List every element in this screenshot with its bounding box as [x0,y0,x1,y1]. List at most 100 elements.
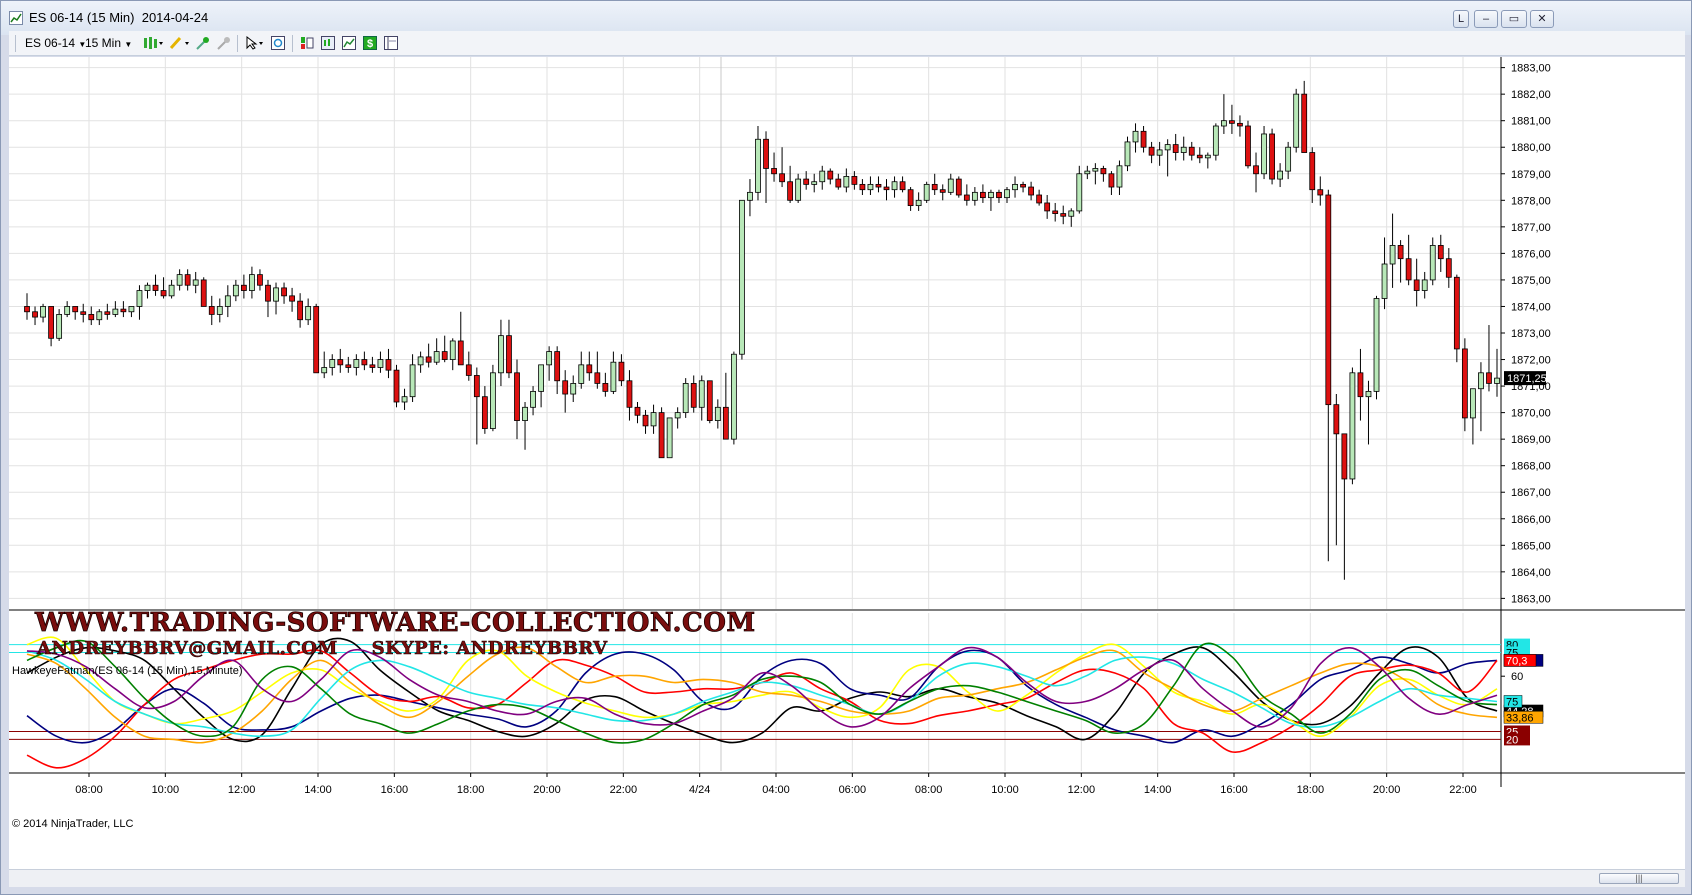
time-tick-label: 06:00 [839,784,867,796]
candle-up [1285,146,1292,172]
candle-up [1389,245,1396,265]
candle-down [1461,348,1468,419]
series-end-badge [1503,695,1523,708]
candle-up [1293,93,1300,148]
close-button[interactable]: ✕ [1530,10,1554,28]
candle-down [618,361,625,382]
candle-down [722,406,729,440]
candle-down [48,306,54,339]
horizontal-scrollbar[interactable]: ||| [9,869,1685,887]
strategy-icon[interactable] [216,35,232,51]
candle-down [481,396,488,429]
candle-down [1269,133,1275,180]
indicator-series-line [26,639,1498,744]
candle-down [465,364,472,376]
time-tick-label: 18:00 [457,784,485,796]
chart-canvas[interactable]: 1883,00 1882,00 1881,00 1880,00 1879,00 1878,… [9,57,1685,869]
instrument-selector[interactable]: ES 06-14 ▼ [25,34,86,52]
price-axis[interactable]: 1883,00 1882,00 1881,00 1880,00 1879,00 1878,… [9,57,1685,787]
scrollbar-thumb[interactable]: ||| [1599,873,1679,884]
copyright-text: © 2014 NinjaTrader, LLC [12,818,133,830]
cursor-icon[interactable] [244,35,263,51]
series-icon[interactable] [341,35,357,51]
chart-trader-icon[interactable] [299,35,315,51]
candle-up [232,284,239,297]
price-tick-label: 1869,00 [1511,434,1551,446]
candle-down [1341,433,1348,480]
candle-up [305,306,312,321]
interval-selector[interactable]: 15 Min ▼ [85,34,132,52]
candle-up [329,359,336,368]
candle-up [795,178,802,201]
maximize-button[interactable]: ▭ [1501,10,1527,28]
candle-up [490,372,496,429]
candle-down [1108,173,1115,188]
candle-down [827,170,834,180]
candle-down [1140,130,1147,148]
link-button[interactable]: L [1453,10,1469,28]
candle-down [763,138,769,169]
candle-up [1012,183,1018,191]
price-tick-label: 1866,00 [1511,514,1551,526]
minimize-button[interactable]: – [1474,10,1498,28]
chart-area[interactable]: 1883,00 1882,00 1881,00 1880,00 1879,00 1878,… [9,57,1685,869]
candle-down [361,359,368,366]
candle-up [1261,133,1267,175]
candle-down [706,380,713,421]
candle-down [120,308,127,313]
candle-down [602,383,609,392]
candle-up [1381,263,1388,299]
candle-up [56,314,63,339]
chart-properties-icon[interactable] [320,35,336,51]
candle-up [64,306,71,315]
candle-up [915,199,922,207]
candle-up [409,364,416,398]
candle-up [1478,372,1484,390]
add-indicator-icon[interactable] [195,35,211,51]
candle-up [739,199,745,355]
candle-up [867,183,874,191]
data-box-icon[interactable] [270,35,286,51]
time-axis[interactable]: 08:00 10:00 12:00 14:00 16:00 18:00 20:00 22:00… [9,772,1685,796]
grid-lines [9,57,1501,771]
time-tick-label: 08:00 [75,784,103,796]
candle-up [530,390,536,408]
candle-up [249,274,255,291]
candle-down [1486,372,1492,384]
candle-down [939,189,946,193]
candle-up [538,364,544,392]
dollar-icon[interactable]: $ [362,35,378,51]
candle-down [457,340,464,366]
panel-icon[interactable] [383,35,399,51]
candle-down [289,295,295,302]
candle-down [393,369,400,403]
candle-down [1020,183,1026,188]
price-tick-label: 1879,00 [1511,169,1551,181]
time-tick-label: 12:00 [228,784,256,796]
indicator-title: HawkeyeFatman(ES 06-14 (15 Min),15,Minut… [12,665,242,677]
candle-up [168,284,175,297]
candle-up [498,335,504,374]
time-tick-label: 16:00 [1220,784,1248,796]
candle-down [1036,194,1043,204]
series-end-badge [1503,711,1544,724]
bar-type-icon[interactable] [142,35,163,51]
candle-up [1164,144,1171,151]
candle-down [899,181,906,191]
candle-up [433,351,440,363]
price-tick-label: 1882,00 [1511,89,1551,101]
candle-up [176,274,183,286]
chevron-down-icon: ▼ [124,40,133,49]
candle-down [184,274,191,286]
candle-down [1325,194,1332,406]
candle-down [1301,93,1308,153]
title-bar[interactable]: ES 06-14 (15 Min) 2014-04-24 L – ▭ ✕ [1,1,1691,35]
candle-down [1245,125,1251,167]
candle-down [337,359,344,366]
interval-label: 15 Min [85,36,122,50]
drawing-pencil-icon[interactable] [168,35,189,51]
candle-down [1333,404,1340,435]
candle-up [819,170,826,183]
candle-up [128,306,135,313]
